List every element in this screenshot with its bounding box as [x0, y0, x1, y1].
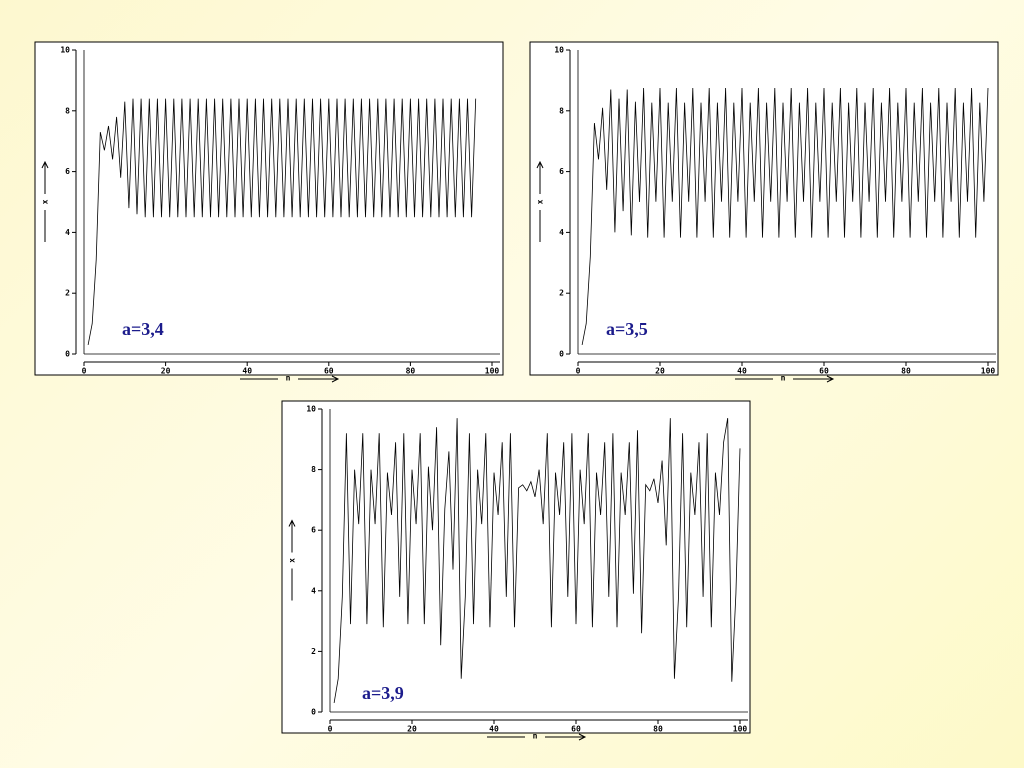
x-tick-label: 60 [571, 725, 581, 734]
x-tick-label: 20 [161, 367, 171, 376]
annotation: a=3,4 [122, 319, 164, 339]
y-tick-label: 10 [60, 46, 70, 55]
x-axis-label: n [781, 374, 786, 383]
x-tick-label: 100 [733, 725, 748, 734]
chart-frame [529, 41, 999, 376]
y-axis-label: x [41, 199, 50, 204]
y-tick-label: 0 [311, 708, 316, 717]
x-axis-label: n [286, 374, 291, 383]
x-axis-label: n [533, 732, 538, 741]
x-tick-label: 100 [981, 367, 996, 376]
x-arrow [545, 733, 587, 741]
y-tick-label: 6 [65, 167, 70, 176]
y-tick-label: 8 [65, 106, 70, 115]
x-tick-label: 40 [737, 367, 747, 376]
x-tick-label: 0 [328, 725, 333, 734]
y-tick-label: 6 [559, 167, 564, 176]
y-arrow [288, 519, 296, 553]
y-tick-label: 6 [311, 526, 316, 535]
y-tick-label: 10 [306, 405, 316, 414]
x-arrow [793, 375, 835, 383]
y-tick-label: 0 [559, 350, 564, 359]
x-tick-label: 40 [242, 367, 252, 376]
x-tick-label: 80 [901, 367, 911, 376]
x-tick-label: 40 [489, 725, 499, 734]
x-tick-label: 0 [576, 367, 581, 376]
y-tick-label: 0 [65, 350, 70, 359]
x-tick-label: 80 [406, 367, 416, 376]
chart-frame [34, 41, 504, 376]
annotation: a=3,9 [362, 683, 404, 703]
y-tick-label: 4 [65, 228, 70, 237]
y-arrow [41, 160, 49, 194]
data-line [333, 418, 741, 703]
y-tick-label: 2 [311, 647, 316, 656]
x-arrow [298, 375, 340, 383]
x-tick-label: 80 [653, 725, 663, 734]
data-line [581, 87, 989, 345]
x-tick-label: 100 [485, 367, 500, 376]
y-tick-label: 8 [559, 106, 564, 115]
y-tick-label: 4 [559, 228, 564, 237]
x-tick-label: 60 [324, 367, 334, 376]
y-tick-label: 2 [559, 289, 564, 298]
data-line [87, 98, 477, 345]
y-arrow [536, 160, 544, 194]
annotation: a=3,5 [606, 319, 648, 339]
y-tick-label: 10 [554, 46, 564, 55]
y-tick-label: 4 [311, 586, 316, 595]
y-tick-label: 2 [65, 289, 70, 298]
x-tick-label: 60 [819, 367, 829, 376]
y-tick-label: 8 [311, 465, 316, 474]
y-axis-label: x [288, 558, 297, 563]
y-axis-label: x [536, 199, 545, 204]
x-tick-label: 20 [655, 367, 665, 376]
x-tick-label: 20 [407, 725, 417, 734]
x-tick-label: 0 [82, 367, 87, 376]
